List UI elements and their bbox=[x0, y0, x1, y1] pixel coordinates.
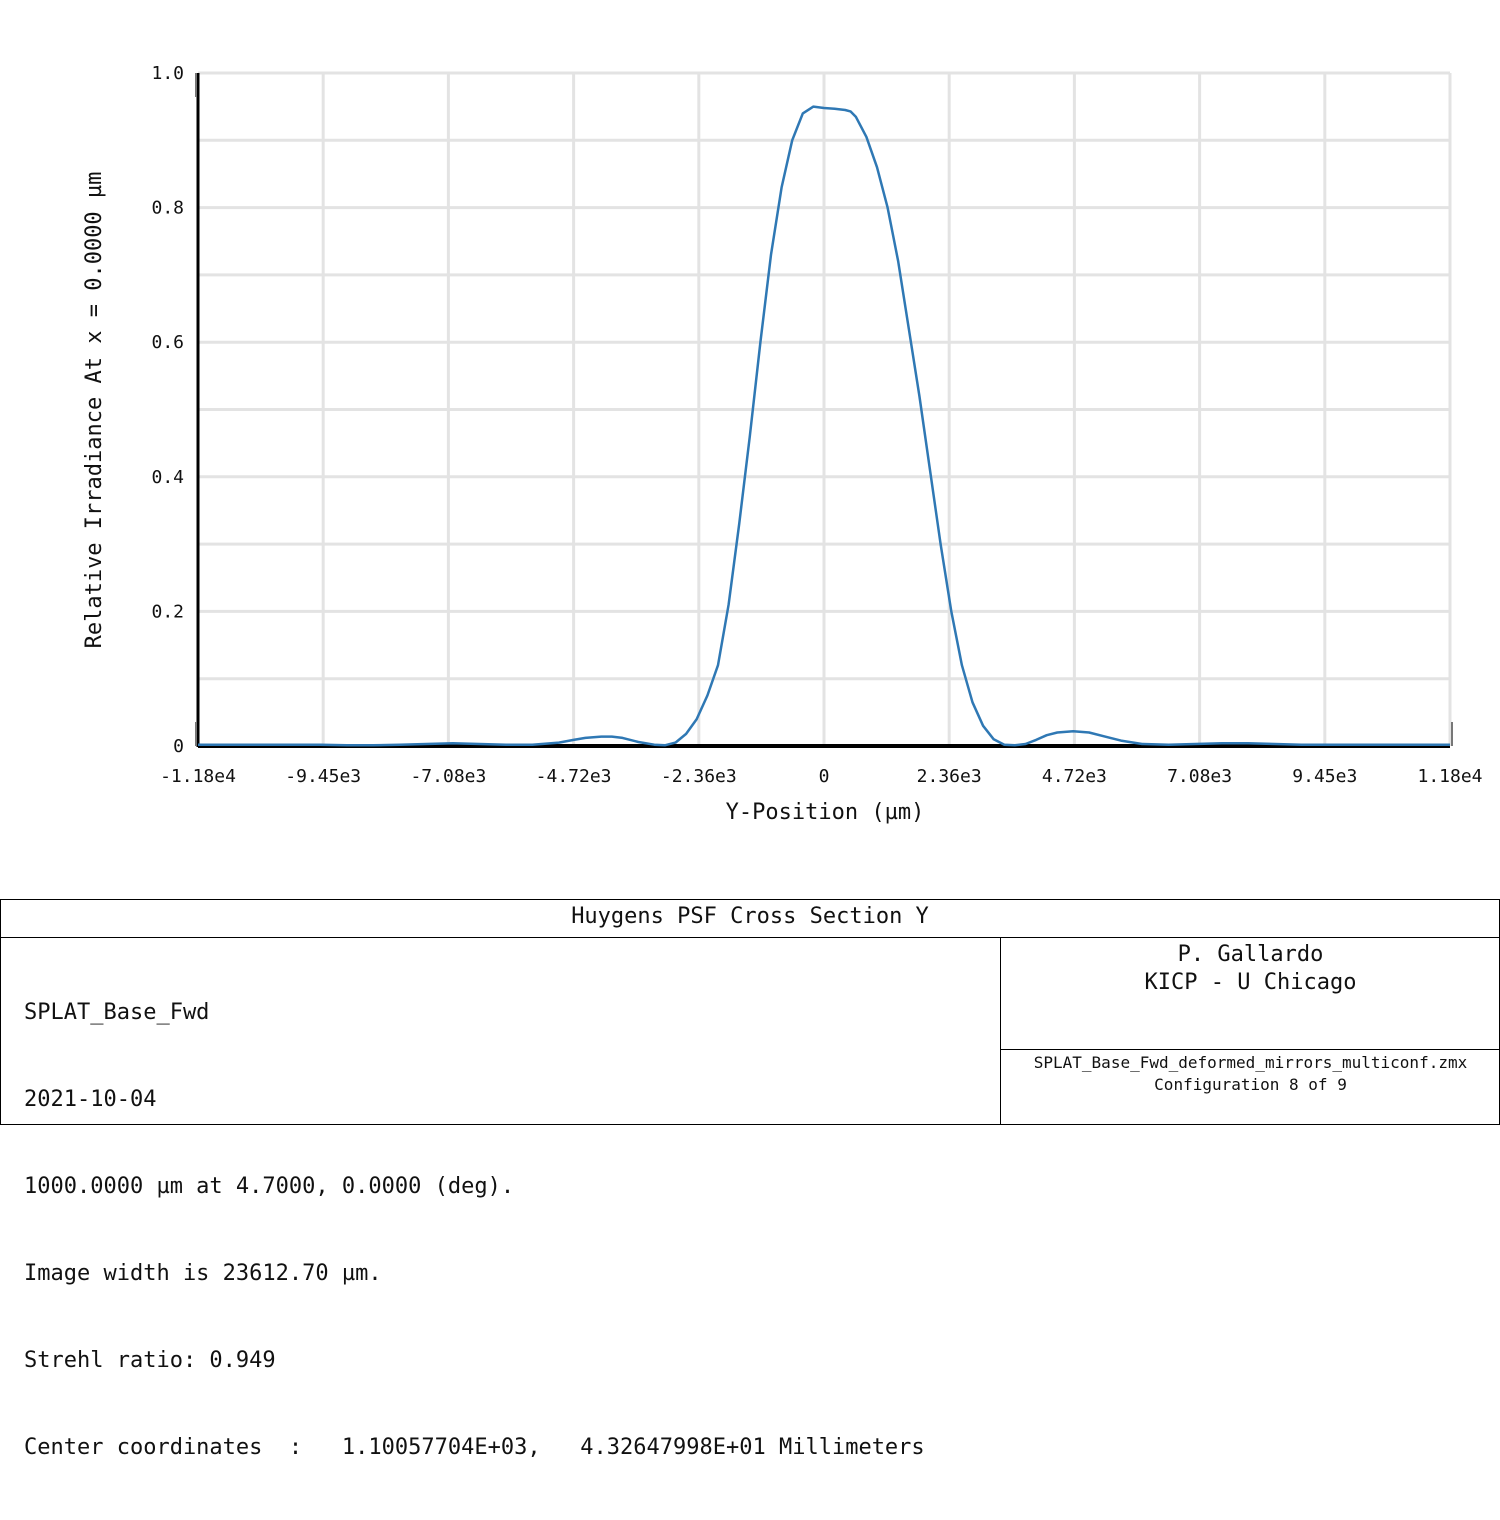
grid bbox=[196, 71, 1452, 748]
y-tick-label: 0.2 bbox=[151, 601, 184, 622]
author-name: P. Gallardo bbox=[1177, 942, 1324, 967]
image-width: Image width is 23612.70 µm. bbox=[24, 1261, 382, 1286]
info-panel: Huygens PSF Cross Section Y SPLAT_Base_F… bbox=[0, 899, 1500, 1460]
strehl-ratio: Strehl ratio: 0.949 bbox=[24, 1348, 276, 1373]
x-tick-labels: -1.18e4 -9.45e3 -7.08e3 -4.72e3 -2.36e3 0 2.36… bbox=[160, 766, 1482, 787]
x-tick-label: -2.36e3 bbox=[661, 766, 737, 787]
x-tick-label: 7.08e3 bbox=[1167, 766, 1232, 787]
x-tick-label: 2.36e3 bbox=[917, 766, 982, 787]
plot-title: Huygens PSF Cross Section Y bbox=[1, 900, 1499, 938]
x-tick-label: 0 bbox=[819, 766, 830, 787]
configuration: Configuration 8 of 9 bbox=[1154, 1075, 1347, 1094]
y-tick-label: 0.6 bbox=[151, 332, 184, 353]
file-block: SPLAT_Base_Fwd_deformed_mirrors_multicon… bbox=[1001, 1049, 1500, 1127]
x-tick-label: -9.45e3 bbox=[285, 766, 361, 787]
x-axis-label: Y-Position (µm) bbox=[726, 800, 925, 825]
center-coordinates: Center coordinates : 1.10057704E+03, 4.3… bbox=[24, 1435, 925, 1460]
x-tick-label: -7.08e3 bbox=[410, 766, 486, 787]
x-tick-label: 4.72e3 bbox=[1042, 766, 1107, 787]
lens-name: SPLAT_Base_Fwd bbox=[24, 1000, 210, 1025]
author-block: P. Gallardo KICP - U Chicago bbox=[1001, 941, 1500, 997]
x-tick-label: 1.18e4 bbox=[1417, 766, 1482, 787]
author-panel: P. Gallardo KICP - U Chicago SPLAT_Base_… bbox=[1000, 937, 1500, 1124]
y-tick-label: 1.0 bbox=[151, 63, 184, 84]
series bbox=[198, 105, 1450, 747]
wavelength-field: 1000.0000 µm at 4.7000, 0.0000 (deg). bbox=[24, 1174, 515, 1199]
affiliation: KICP - U Chicago bbox=[1144, 970, 1357, 995]
y-axis-label: Relative Irradiance At x = 0.0000 µm bbox=[82, 172, 107, 649]
y-tick-label: 0.8 bbox=[151, 198, 184, 219]
date: 2021-10-04 bbox=[24, 1087, 157, 1112]
y-tick-labels: 0 0.2 0.4 0.6 0.8 1.0 bbox=[151, 63, 184, 757]
x-tick-label: 9.45e3 bbox=[1292, 766, 1357, 787]
axes bbox=[195, 73, 1453, 748]
x-tick-label: -1.18e4 bbox=[160, 766, 236, 787]
series-line bbox=[198, 105, 1450, 747]
analysis-info: SPLAT_Base_Fwd 2021-10-04 1000.0000 µm a… bbox=[24, 940, 925, 1520]
psf-chart: -1.18e4 -9.45e3 -7.08e3 -4.72e3 -2.36e3 0 2.36… bbox=[82, 63, 1483, 825]
y-tick-label: 0.4 bbox=[151, 467, 184, 488]
x-tick-label: -4.72e3 bbox=[536, 766, 612, 787]
y-tick-label: 0 bbox=[173, 736, 184, 757]
file-name: SPLAT_Base_Fwd_deformed_mirrors_multicon… bbox=[1033, 1053, 1468, 1072]
